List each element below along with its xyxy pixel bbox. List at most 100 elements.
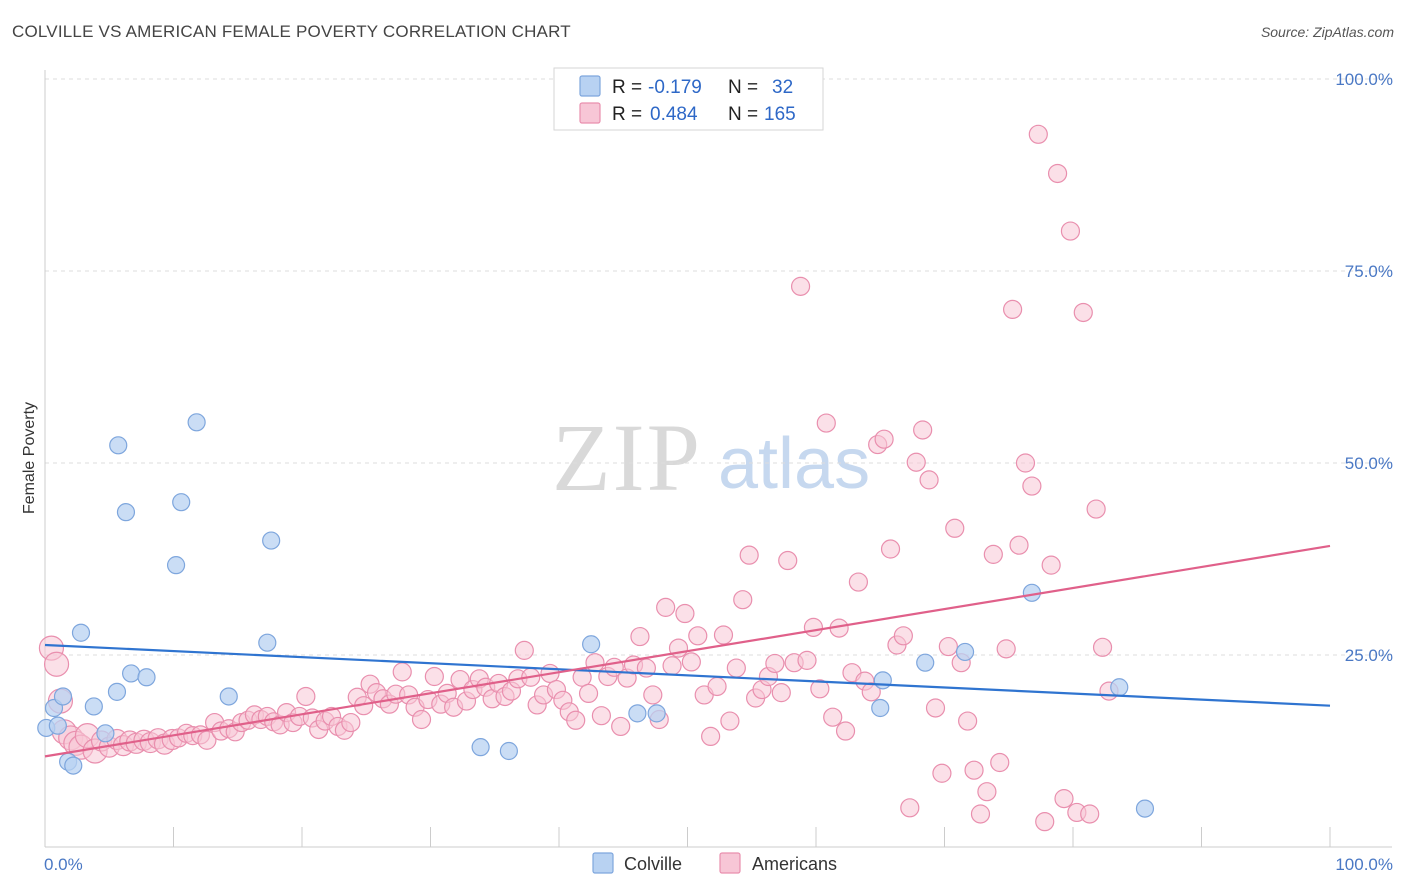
- colville-point: [871, 698, 890, 718]
- y-axis-label: Female Poverty: [21, 402, 38, 514]
- legend-r-label: R =: [612, 77, 642, 98]
- americans-point: [835, 721, 856, 741]
- source-label: Source: ZipAtlas.com: [1260, 24, 1394, 40]
- legend-n-value: 32: [772, 77, 793, 98]
- colville-point: [109, 436, 128, 455]
- americans-point: [681, 652, 701, 672]
- americans-point: [1092, 637, 1113, 657]
- stats-legend: R = -0.179 N = 32 R = 0.484 N = 165: [553, 67, 824, 131]
- americans-point: [874, 429, 894, 449]
- americans-point: [726, 658, 746, 678]
- americans-point: [900, 798, 920, 818]
- americans-point: [932, 763, 952, 783]
- americans-point: [1003, 299, 1023, 319]
- americans-point: [43, 651, 70, 677]
- americans-point: [720, 711, 740, 731]
- legend-r-value: 0.484: [650, 104, 698, 125]
- legend-r-label: R =: [612, 104, 642, 125]
- americans-point: [611, 716, 631, 737]
- americans-point: [296, 686, 316, 707]
- americans-point: [958, 711, 978, 731]
- americans-point: [977, 782, 997, 802]
- americans-point: [630, 626, 650, 647]
- watermark: ZIP atlas: [552, 404, 870, 511]
- legend-n-label: N =: [728, 104, 758, 125]
- americans-point: [733, 590, 753, 610]
- americans-point: [1080, 804, 1100, 824]
- colville-point: [499, 741, 518, 761]
- watermark-atlas: atlas: [718, 424, 870, 504]
- americans-point: [919, 470, 939, 490]
- series-legend-swatch-colville: [592, 852, 614, 874]
- colville-point: [48, 716, 67, 735]
- americans-point: [765, 653, 785, 674]
- watermark-zip: ZIP: [552, 404, 702, 511]
- americans-point: [1086, 499, 1106, 519]
- americans-point: [1028, 124, 1048, 144]
- americans-point: [1035, 812, 1055, 832]
- y-tick-label: 50.0%: [1345, 454, 1393, 473]
- americans-point: [591, 706, 612, 726]
- colville-point: [96, 724, 115, 743]
- colville-point: [64, 756, 83, 775]
- colville-point: [1110, 678, 1129, 697]
- americans-point: [964, 760, 984, 780]
- colville-point: [628, 704, 647, 723]
- americans-point: [945, 518, 965, 538]
- americans-point: [938, 636, 958, 657]
- americans-point: [880, 539, 901, 559]
- americans-point: [1022, 476, 1042, 496]
- americans-point: [1047, 163, 1068, 184]
- americans-point: [983, 544, 1003, 564]
- americans-point: [341, 712, 361, 733]
- americans-point: [913, 420, 933, 440]
- americans-point: [411, 709, 432, 730]
- americans-point: [662, 656, 682, 676]
- americans-point: [861, 682, 881, 702]
- colville-trend-line: [44, 643, 1331, 707]
- americans-point: [197, 730, 217, 750]
- americans-point: [1060, 221, 1081, 241]
- x-tick-label: 0.0%: [44, 855, 83, 874]
- americans-point: [392, 662, 412, 682]
- legend-r-value: -0.179: [648, 77, 702, 98]
- colville-point: [955, 642, 975, 662]
- americans-point: [1041, 555, 1061, 575]
- series-legend: Colville Americans: [592, 852, 837, 874]
- americans-point: [893, 626, 913, 646]
- colville-point: [71, 623, 91, 642]
- americans-point: [424, 666, 444, 687]
- series-americans: [38, 124, 1119, 832]
- americans-point: [707, 676, 727, 697]
- americans-point: [996, 639, 1016, 659]
- colville-point: [258, 633, 277, 652]
- americans-point: [688, 626, 708, 646]
- colville-point: [107, 682, 127, 701]
- americans-point: [797, 650, 817, 670]
- americans-point: [990, 752, 1010, 773]
- americans-point: [578, 683, 599, 704]
- americans-point: [514, 640, 534, 660]
- colville-point: [53, 687, 73, 706]
- legend-swatch-colville: [579, 75, 601, 97]
- colville-point: [1135, 799, 1155, 818]
- colville-point: [187, 413, 206, 432]
- colville-point: [219, 687, 238, 706]
- americans-point: [925, 698, 946, 718]
- americans-point: [906, 452, 926, 472]
- x-tick-labels: 0.0% 100.0%: [44, 855, 1393, 874]
- americans-point: [848, 572, 869, 592]
- americans-point: [739, 545, 759, 565]
- americans-point: [1054, 789, 1074, 809]
- americans-point: [713, 625, 734, 645]
- americans-point: [1009, 535, 1029, 555]
- colville-point: [137, 668, 156, 687]
- chart-title: COLVILLE VS AMERICAN FEMALE POVERTY CORR…: [12, 22, 571, 41]
- americans-point: [778, 550, 798, 571]
- colville-point: [647, 704, 666, 723]
- colville-point: [471, 738, 490, 757]
- colville-point: [166, 556, 186, 575]
- americans-point: [1073, 302, 1093, 323]
- americans-point: [656, 597, 676, 617]
